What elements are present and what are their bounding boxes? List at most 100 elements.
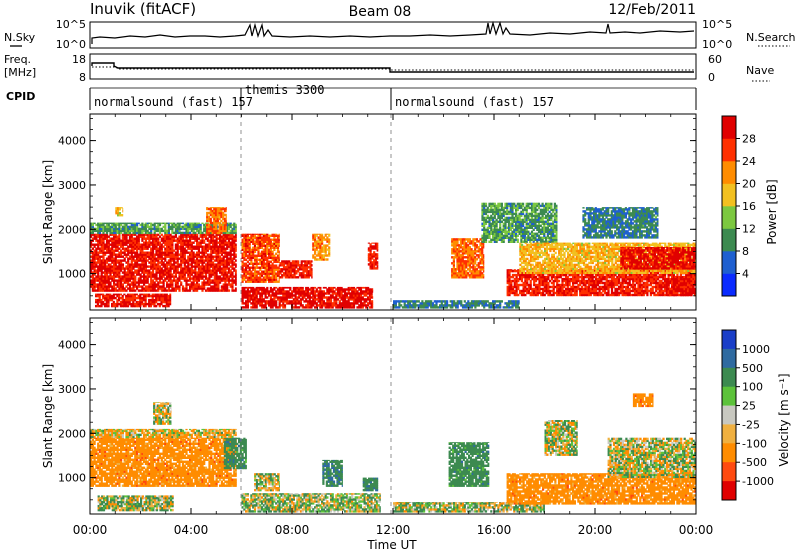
- heatmap-cell: [141, 289, 144, 292]
- heatmap-cell: [209, 219, 212, 223]
- heatmap-cell: [148, 285, 151, 288]
- heatmap-cell: [142, 296, 145, 300]
- heatmap-cell: [234, 233, 237, 236]
- heatmap-cell: [372, 304, 374, 307]
- heatmap-cell: [113, 277, 116, 280]
- heatmap-cell: [181, 289, 185, 292]
- heatmap-cell: [97, 277, 100, 280]
- heatmap-cell: [231, 277, 234, 280]
- heatmap-cell: [183, 263, 186, 266]
- heatmap-cell: [201, 269, 204, 272]
- heatmap-cell: [192, 233, 195, 236]
- heatmap-cell: [253, 302, 257, 305]
- heatmap-cell: [310, 304, 313, 307]
- heatmap-cell: [116, 241, 119, 244]
- heatmap-cell: [224, 255, 227, 258]
- heatmap-cell: [219, 261, 222, 264]
- heatmap-cell: [347, 286, 350, 289]
- heatmap-cell: [128, 275, 132, 278]
- heatmap-cell: [91, 287, 94, 290]
- heatmap-cell: [143, 223, 146, 227]
- heatmap-cell: [102, 237, 105, 240]
- heatmap-cell: [95, 275, 98, 278]
- heatmap-cell: [231, 237, 234, 240]
- heatmap-cell: [197, 275, 200, 278]
- heatmap-cell: [336, 290, 340, 293]
- heatmap-cell: [146, 285, 149, 288]
- heatmap-cell: [231, 265, 234, 268]
- heatmap-cell: [298, 294, 301, 297]
- heatmap-cell: [91, 237, 94, 240]
- heatmap-cell: [216, 213, 219, 217]
- heatmap-cell: [211, 209, 214, 213]
- heatmap-cell: [215, 217, 218, 221]
- heatmap-cell: [226, 225, 229, 229]
- heatmap-cell: [104, 289, 107, 292]
- heatmap-cell: [189, 271, 192, 274]
- heatmap-cell: [180, 253, 183, 256]
- heatmap-cell: [167, 275, 170, 278]
- heatmap-cell: [111, 251, 114, 254]
- heatmap-cell: [146, 247, 149, 250]
- heatmap-cell: [220, 273, 223, 276]
- heatmap-cell: [358, 288, 361, 291]
- heatmap-cell: [321, 302, 324, 305]
- heatmap-cell: [105, 241, 109, 244]
- heatmap-cell: [257, 290, 260, 293]
- heatmap-cell: [352, 298, 356, 301]
- heatmap-cell: [155, 259, 158, 262]
- heatmap-cell: [226, 235, 229, 238]
- heatmap-cell: [107, 298, 110, 302]
- heatmap-cell: [112, 294, 115, 298]
- heatmap-cell: [219, 271, 222, 274]
- heatmap-cell: [319, 306, 322, 309]
- heatmap-cell: [107, 247, 110, 250]
- heatmap-cell: [333, 298, 336, 301]
- heatmap-cell: [151, 233, 155, 236]
- heatmap-cell: [296, 296, 299, 299]
- heatmap-cell: [296, 290, 299, 293]
- heatmap-cell: [210, 231, 213, 235]
- heatmap-cell: [241, 248, 244, 251]
- heatmap-cell: [226, 279, 229, 282]
- heatmap-cell: [231, 245, 234, 248]
- heatmap-cell: [104, 229, 107, 233]
- heatmap-cell: [217, 257, 220, 260]
- heatmap-cell: [338, 306, 341, 309]
- heatmap-cell: [203, 285, 206, 288]
- heatmap-cell: [148, 300, 151, 304]
- heatmap-cell: [229, 275, 232, 278]
- heatmap-cell: [116, 281, 119, 284]
- heatmap-cell: [329, 296, 333, 299]
- heatmap-cell: [121, 296, 124, 300]
- heatmap-cell: [233, 263, 236, 266]
- heatmap-cell: [282, 306, 285, 309]
- heatmap-cell: [192, 287, 195, 290]
- heatmap-cell: [178, 265, 181, 268]
- heatmap-cell: [157, 261, 160, 264]
- heatmap-cell: [311, 260, 313, 263]
- heatmap-cell: [178, 271, 181, 274]
- heatmap-cell: [180, 275, 183, 278]
- heatmap-cell: [248, 292, 251, 295]
- heatmap-cell: [206, 249, 209, 252]
- heatmap-cell: [141, 237, 144, 240]
- heatmap-cell: [291, 296, 294, 299]
- heatmap-cell: [331, 288, 334, 291]
- heatmap-cell: [164, 225, 167, 229]
- heatmap-cell: [209, 225, 212, 229]
- heatmap-cell: [219, 289, 222, 292]
- heatmap-cell: [352, 304, 356, 307]
- heatmap-cell: [102, 281, 105, 284]
- heatmap-cell: [162, 245, 165, 248]
- heatmap-cell: [189, 253, 192, 256]
- heatmap-cell: [322, 302, 325, 305]
- heatmap-cell: [217, 277, 220, 280]
- heatmap-cell: [212, 285, 215, 288]
- heatmap-cell: [187, 265, 190, 268]
- heatmap-cell: [252, 298, 255, 301]
- heatmap-cell: [217, 285, 220, 288]
- heatmap-cell: [104, 267, 107, 270]
- heatmap-cell: [269, 286, 272, 289]
- heatmap-cell: [109, 298, 112, 302]
